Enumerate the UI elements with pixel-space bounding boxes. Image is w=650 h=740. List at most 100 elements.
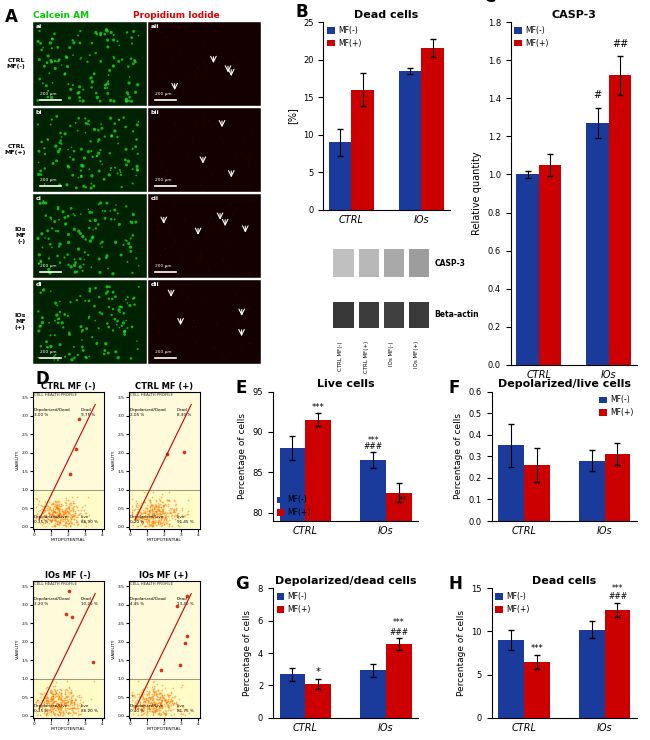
Point: [54, 502, 64, 514]
Point: [168, 682, 178, 694]
Point: [158, 691, 168, 703]
Point: [136, 704, 147, 716]
Point: [148, 508, 159, 519]
Point: [128, 125, 138, 137]
Point: [148, 513, 158, 525]
Point: [44, 706, 54, 718]
Point: [53, 500, 64, 511]
Point: [120, 326, 130, 337]
Point: [40, 505, 51, 517]
Point: [43, 513, 53, 525]
Point: [90, 314, 100, 326]
Point: [85, 215, 96, 226]
Point: [53, 702, 63, 714]
Point: [161, 67, 171, 78]
Point: [39, 697, 49, 709]
Point: [60, 509, 71, 521]
Point: [76, 52, 86, 64]
Bar: [33, 22, 147, 106]
Point: [140, 696, 150, 707]
Point: [135, 508, 146, 520]
Point: [44, 503, 54, 515]
Point: [136, 687, 147, 699]
Point: [151, 704, 161, 716]
Bar: [386, 644, 411, 718]
Point: [45, 238, 55, 250]
Point: [62, 514, 73, 526]
Point: [146, 500, 156, 511]
Point: [171, 503, 181, 515]
Point: [79, 181, 89, 192]
Point: [56, 690, 66, 702]
Point: [126, 53, 136, 64]
Point: [169, 506, 179, 518]
Point: [35, 709, 46, 721]
Point: [39, 699, 49, 711]
Point: [77, 231, 88, 243]
Point: [84, 295, 94, 307]
Point: [93, 218, 103, 230]
Point: [144, 685, 155, 697]
Point: [168, 503, 179, 515]
Point: [95, 95, 105, 107]
Point: [83, 312, 94, 324]
Point: [41, 511, 51, 522]
Point: [53, 508, 64, 520]
Point: [157, 679, 168, 690]
Point: [179, 214, 190, 226]
Point: [84, 164, 95, 175]
Point: [150, 517, 160, 528]
Point: [47, 223, 57, 235]
Point: [153, 693, 164, 704]
Point: [151, 519, 162, 531]
Point: [131, 497, 142, 509]
Point: [73, 519, 83, 531]
Point: [84, 311, 94, 323]
Point: [71, 703, 81, 715]
Point: [53, 250, 63, 262]
Point: [49, 510, 60, 522]
Point: [72, 516, 82, 528]
Point: [87, 206, 98, 218]
Point: [33, 498, 44, 510]
Point: [130, 699, 140, 710]
Point: [47, 687, 57, 699]
Point: [70, 209, 80, 221]
Point: [127, 267, 138, 279]
Point: [151, 500, 161, 511]
Point: [159, 699, 169, 710]
Point: [34, 73, 45, 85]
Y-axis label: Percentage of cells: Percentage of cells: [243, 610, 252, 696]
Point: [164, 704, 175, 716]
Point: [58, 513, 69, 525]
Point: [47, 508, 57, 520]
Point: [153, 517, 163, 529]
Point: [97, 241, 107, 253]
Point: [95, 155, 105, 167]
Point: [69, 698, 79, 710]
Point: [60, 520, 71, 532]
Point: [66, 505, 76, 517]
Point: [156, 520, 166, 532]
Point: [68, 501, 78, 513]
Point: [131, 134, 142, 146]
Point: [109, 214, 120, 226]
Point: [168, 510, 179, 522]
Point: [131, 700, 142, 712]
Point: [153, 503, 163, 515]
Point: [66, 694, 77, 706]
Point: [58, 507, 68, 519]
Point: [131, 514, 142, 525]
Point: [61, 690, 72, 702]
Point: [46, 498, 57, 510]
Bar: [499, 445, 524, 521]
Point: [106, 162, 116, 174]
Point: [44, 517, 55, 529]
Point: [104, 281, 114, 293]
Point: [48, 506, 58, 518]
Point: [57, 509, 67, 521]
Point: [143, 513, 153, 525]
Point: [153, 690, 163, 702]
Point: [62, 702, 72, 714]
Point: [36, 255, 46, 266]
